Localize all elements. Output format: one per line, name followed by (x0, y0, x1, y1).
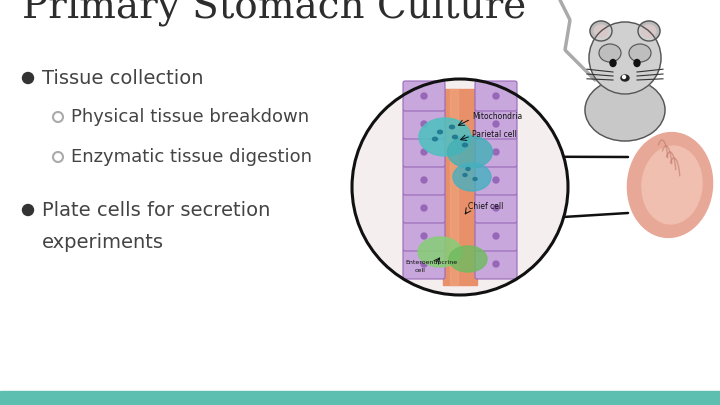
Text: Tissue collection: Tissue collection (42, 68, 204, 87)
Circle shape (421, 149, 427, 155)
Ellipse shape (599, 44, 621, 62)
Ellipse shape (448, 136, 492, 168)
Ellipse shape (419, 118, 471, 156)
Ellipse shape (449, 246, 487, 272)
FancyBboxPatch shape (475, 165, 517, 195)
Text: Mitochondria: Mitochondria (472, 112, 522, 121)
Text: Plate cells for secretion: Plate cells for secretion (42, 200, 271, 220)
Ellipse shape (462, 143, 467, 147)
Text: Primary Stomach Culture: Primary Stomach Culture (22, 0, 526, 27)
Ellipse shape (452, 135, 457, 139)
FancyBboxPatch shape (475, 81, 517, 111)
Ellipse shape (629, 44, 651, 62)
Circle shape (493, 233, 499, 239)
FancyBboxPatch shape (475, 109, 517, 139)
Ellipse shape (627, 132, 713, 237)
FancyBboxPatch shape (403, 221, 445, 251)
Ellipse shape (473, 177, 477, 181)
Text: Parietal cell: Parietal cell (472, 130, 517, 139)
FancyBboxPatch shape (475, 221, 517, 251)
Ellipse shape (590, 21, 612, 41)
FancyBboxPatch shape (475, 193, 517, 223)
FancyBboxPatch shape (403, 109, 445, 139)
Text: cell: cell (415, 268, 426, 273)
Ellipse shape (610, 60, 616, 66)
Circle shape (493, 261, 499, 267)
Bar (450, 89, 458, 285)
Circle shape (22, 72, 34, 83)
FancyBboxPatch shape (403, 81, 445, 111)
Circle shape (493, 177, 499, 183)
Text: Enteroendocrine: Enteroendocrine (405, 260, 457, 265)
FancyBboxPatch shape (475, 249, 517, 279)
Ellipse shape (438, 130, 443, 134)
Ellipse shape (453, 163, 491, 191)
Ellipse shape (594, 25, 608, 37)
Text: Enzymatic tissue digestion: Enzymatic tissue digestion (71, 148, 312, 166)
Text: Physical tissue breakdown: Physical tissue breakdown (71, 108, 309, 126)
Circle shape (421, 93, 427, 99)
Text: experiments: experiments (42, 234, 164, 252)
Bar (443, 89, 477, 285)
Ellipse shape (621, 75, 629, 81)
Circle shape (623, 75, 626, 79)
Circle shape (493, 93, 499, 99)
Ellipse shape (642, 146, 702, 224)
Circle shape (589, 22, 661, 94)
Ellipse shape (466, 168, 470, 171)
Bar (0, 391, 720, 405)
Ellipse shape (642, 25, 656, 37)
Circle shape (421, 205, 427, 211)
FancyBboxPatch shape (403, 193, 445, 223)
Ellipse shape (433, 137, 438, 141)
FancyBboxPatch shape (475, 137, 517, 167)
Circle shape (353, 80, 567, 294)
Ellipse shape (638, 21, 660, 41)
Circle shape (493, 121, 499, 127)
Text: Chief cell: Chief cell (468, 202, 503, 211)
Circle shape (421, 233, 427, 239)
Circle shape (493, 149, 499, 155)
Circle shape (421, 177, 427, 183)
Ellipse shape (585, 79, 665, 141)
Circle shape (421, 121, 427, 127)
Circle shape (22, 205, 34, 215)
Circle shape (421, 261, 427, 267)
Circle shape (493, 205, 499, 211)
Ellipse shape (418, 237, 462, 267)
FancyBboxPatch shape (403, 249, 445, 279)
FancyBboxPatch shape (403, 137, 445, 167)
Ellipse shape (634, 60, 640, 66)
FancyBboxPatch shape (403, 165, 445, 195)
Ellipse shape (463, 173, 467, 177)
Ellipse shape (449, 125, 454, 129)
